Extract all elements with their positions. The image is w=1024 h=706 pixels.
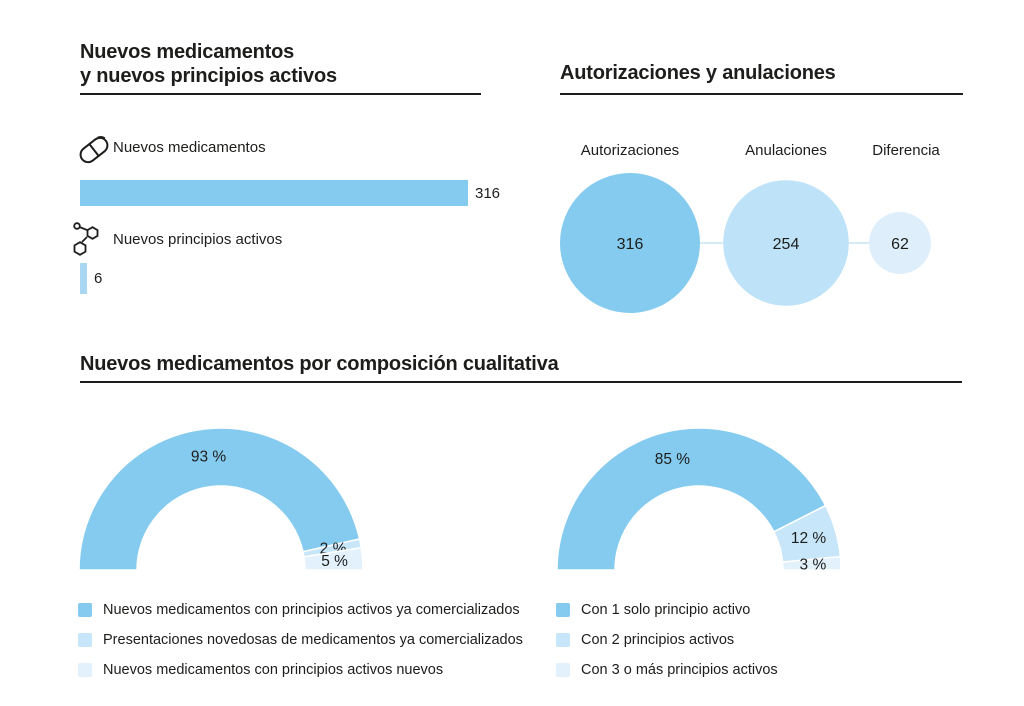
bar-category-label-meds: Nuevos medicamentos [113,139,266,156]
donut-segment-label: 93 % [191,449,227,466]
bubble-autorizaciones [560,173,700,313]
legend-item: Nuevos medicamentos con principios activ… [78,600,523,620]
bubble-value-diferencia: 62 [891,236,909,253]
bar-new-principios [80,263,87,294]
legend-swatch-secondary [556,633,570,647]
legend-label: Nuevos medicamentos con principios activ… [103,662,444,678]
bubble-diferencia [869,212,931,274]
legend-right: Con 1 solo principio activo Con 2 princi… [556,600,778,690]
bar-value-meds: 316 [475,184,501,202]
donut-segment-label: 5 % [321,553,348,570]
composition-title-rule [80,381,962,383]
pill-shine [97,135,106,139]
donut-segment-label: 3 % [800,557,827,574]
legend-item: Con 2 principios activos [556,630,778,650]
bar-row-principios: 6 [80,263,102,294]
donut-segment [556,427,827,571]
bar-category-label-principios: Nuevos principios activos [113,231,283,248]
half-donut-left: 93 %2 %5 % [78,427,364,571]
legend-item: Con 1 solo principio activo [556,600,778,620]
donut-segment [781,555,842,571]
column-label-anulaciones: Anulaciones [745,142,827,159]
legend-item: Presentaciones novedosas de medicamentos… [78,630,523,650]
column-label-diferencia: Diferencia [872,142,940,159]
legend-item: Nuevos medicamentos con principios activ… [78,660,523,680]
legend-label: Presentaciones novedosas de medicamentos… [103,632,523,648]
bar-value-principios: 6 [94,270,103,287]
auth-title-rule [560,93,963,95]
legend-item: Con 3 o más principios activos [556,660,778,680]
legend-left: Nuevos medicamentos con principios activ… [78,600,523,690]
auth-title: Autorizaciones y anulaciones [560,62,836,84]
bubble-chart: 316 254 62 [560,173,931,313]
donut-segment-label: 12 % [791,530,827,547]
legend-label: Con 2 principios activos [581,632,735,648]
bar-row-meds: 316 [80,180,500,206]
legend-swatch-primary [556,603,570,617]
new-meds-title: Nuevos medicamentos y nuevos principios … [80,40,337,88]
legend-swatch-secondary [78,633,92,647]
column-label-autorizaciones: Autorizaciones [580,142,680,159]
legend-swatch-primary [78,603,92,617]
donut-segment [78,427,361,571]
donut-segment-label: 85 % [655,451,691,468]
bubble-anulaciones [723,180,849,306]
molecule-icon [73,222,99,256]
pill-icon [79,135,109,164]
legend-swatch-tertiary [78,663,92,677]
composition-title: Nuevos medicamentos por composición cual… [80,353,559,375]
legend-label: Nuevos medicamentos con principios activ… [103,602,520,618]
new-meds-title-line2: y nuevos principios activos [80,65,337,87]
legend-label: Con 3 o más principios activos [581,662,778,678]
bubble-value-anulaciones: 254 [773,236,800,253]
bubble-value-autorizaciones: 316 [617,236,644,253]
donut-segment [303,546,364,571]
half-donut-right: 85 % 12 % 3 % [556,427,842,574]
bar-new-meds [80,180,468,206]
new-meds-title-line1: Nuevos medicamentos [80,41,295,63]
legend-swatch-tertiary [556,663,570,677]
legend-label: Con 1 solo principio activo [581,602,751,618]
new-meds-title-rule [80,93,481,95]
